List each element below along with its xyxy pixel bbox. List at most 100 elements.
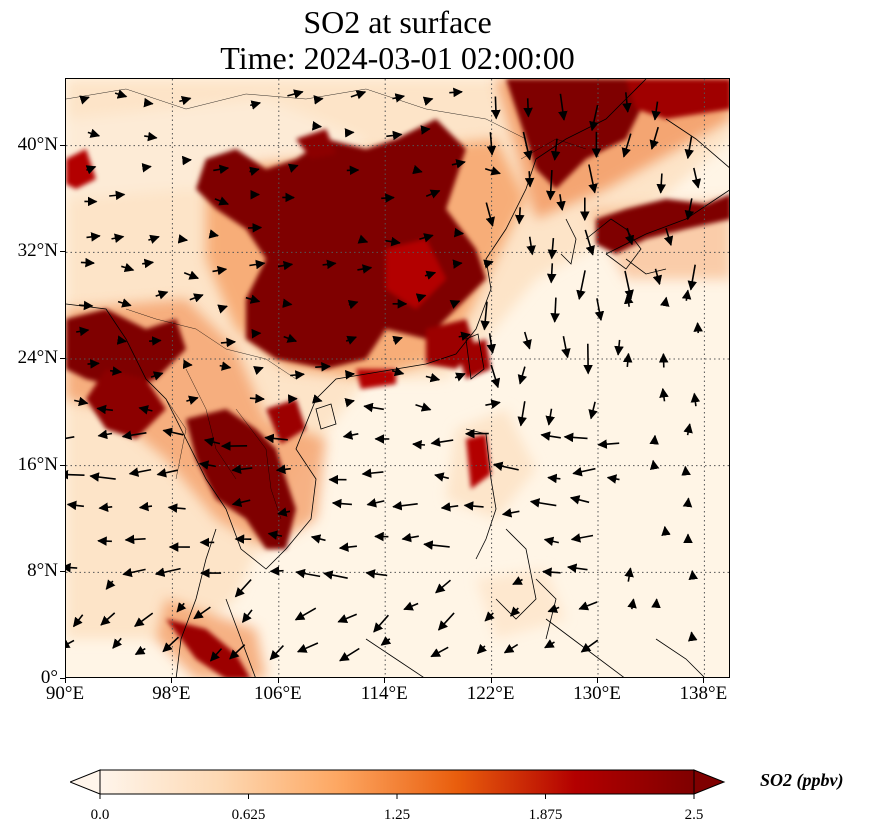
wind-arrow [480, 301, 490, 331]
wind-arrow [208, 229, 219, 239]
wind-arrow [283, 333, 298, 343]
lat-tick-mark [60, 571, 65, 573]
wind-arrow [491, 96, 501, 120]
wind-arrow [588, 401, 598, 420]
wind-arrow [275, 464, 291, 475]
wind-arrow [366, 498, 385, 508]
wind-arrow [72, 614, 84, 628]
wind-arrow [76, 326, 90, 337]
wind-arrow [162, 427, 184, 437]
map-time: Time: 2024-03-01 02:00:00 [220, 40, 575, 76]
wind-arrow [105, 579, 116, 590]
wind-arrow [313, 95, 324, 105]
wind-arrow [622, 92, 632, 113]
wind-arrow [181, 155, 192, 166]
wind-arrow [249, 259, 266, 270]
wind-arrow [117, 298, 132, 308]
wind-arrow [624, 567, 634, 582]
wind-arrow [287, 163, 299, 173]
lat-tick-mark [60, 251, 65, 253]
wind-arrow [526, 236, 536, 256]
wind-arrow [550, 138, 561, 161]
wind-arrow [290, 370, 305, 380]
wind-arrow [179, 95, 192, 106]
wind-arrow [231, 497, 251, 508]
wind-arrow [614, 339, 624, 356]
wind-arrow [177, 234, 189, 244]
lat-tick-mark [60, 358, 65, 359]
wind-arrow [78, 300, 94, 311]
wind-arrow [412, 439, 426, 450]
wind-arrow [425, 373, 441, 383]
wind-arrow [98, 502, 113, 513]
wind-arrow [155, 290, 169, 300]
wind-arrow [652, 268, 663, 286]
wind-arrow [522, 331, 532, 350]
wind-arrow [234, 579, 252, 598]
lat-tick-mark [60, 144, 65, 146]
wind-arrow [203, 437, 221, 447]
wind-arrow [584, 229, 595, 256]
wind-arrow [323, 570, 348, 580]
wind-arrow [111, 233, 125, 243]
wind-arrow [156, 468, 178, 478]
wind-arrow [310, 534, 326, 544]
wind-arrow [542, 567, 561, 577]
wind-arrow [651, 598, 661, 609]
lon-tick-label: 122°E [466, 683, 515, 704]
wind-arrow [589, 104, 599, 132]
wind-arrow [606, 474, 620, 484]
wind-arrow [510, 606, 521, 617]
wind-arrow [109, 366, 123, 376]
wind-arrow [684, 198, 695, 221]
wind-arrow [74, 396, 89, 407]
wind-arrow [167, 503, 186, 513]
lon-tick-label: 98°E [152, 683, 191, 704]
lat-tick-label: 0° [40, 667, 58, 688]
wind-arrow [264, 433, 288, 444]
wind-arrow [483, 259, 494, 269]
wind-arrow [212, 265, 228, 276]
wind-arrow [66, 500, 84, 511]
wind-arrow [544, 639, 555, 649]
wind-arrow [337, 613, 358, 623]
wind-arrow [415, 402, 432, 412]
wind-arrow [250, 100, 262, 110]
wind-arrow [322, 259, 337, 270]
wind-arrow [501, 508, 520, 518]
wind-arrow [578, 601, 598, 611]
wind-arrow [656, 173, 667, 194]
colorbar-extend-high [693, 769, 726, 795]
lon-tick-mark [703, 678, 705, 683]
wind-arrow [570, 533, 594, 543]
wind-arrow [315, 362, 331, 372]
wind-arrow [476, 643, 488, 655]
wind-arrow [566, 563, 588, 573]
wind-arrow [588, 164, 598, 194]
lat-tick-mark [60, 678, 65, 679]
wind-arrow [546, 263, 557, 284]
wind-arrow [294, 607, 317, 621]
wind-arrow [87, 128, 101, 138]
lon-tick-mark [65, 678, 66, 683]
wind-arrow [347, 300, 359, 310]
wind-arrow [556, 194, 566, 211]
wind-arrow [86, 232, 101, 242]
wind-arrow [338, 542, 357, 552]
wind-arrow [189, 293, 204, 303]
lon-tick-label: 130°E [573, 683, 621, 704]
wind-arrow [401, 532, 419, 543]
wind-arrow [545, 170, 556, 201]
wind-arrow [683, 423, 693, 436]
wind-arrow [150, 371, 164, 381]
lat-tick-label: 8°N [27, 560, 58, 582]
wind-arrow [373, 614, 390, 633]
wind-arrow [363, 402, 384, 413]
wind-arrow [517, 366, 527, 385]
wind-arrow [576, 270, 586, 301]
wind-arrow [295, 568, 321, 579]
map-panel[interactable] [65, 78, 730, 678]
wind-arrow [435, 579, 452, 594]
wind-arrow [392, 500, 418, 511]
lon-tick-mark [597, 678, 598, 683]
